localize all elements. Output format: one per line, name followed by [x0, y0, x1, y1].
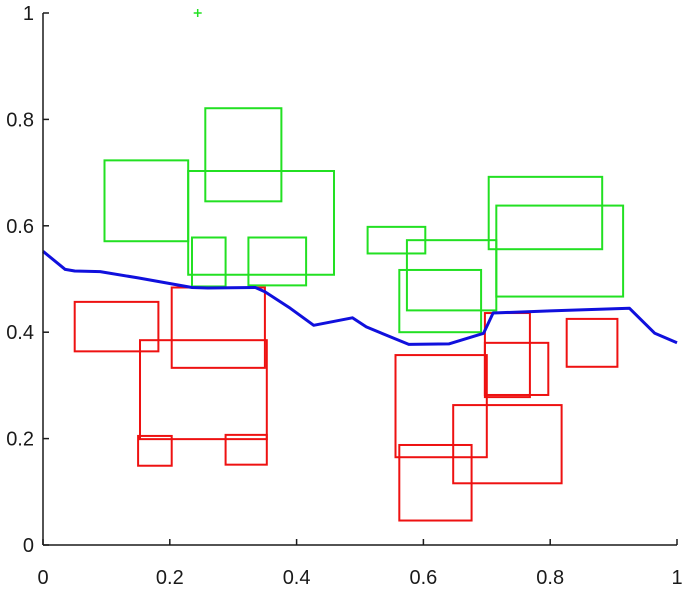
y-tick-label: 0.4: [6, 322, 34, 344]
x-tick-label: 0.8: [536, 567, 564, 589]
plus-marker: [193, 9, 202, 17]
line-series-group: [42, 250, 678, 346]
green-box: [190, 236, 227, 288]
y-ticks-group: 0 0.2 0.4 0.6 0.8 1: [6, 3, 49, 557]
green-box: [103, 159, 190, 243]
red-box: [483, 341, 550, 396]
marker-group: [193, 9, 202, 17]
x-ticks-group: 0 0.2 0.4 0.6 0.8 1: [37, 539, 683, 589]
red-box: [483, 312, 531, 399]
green-box: [398, 268, 483, 334]
y-tick-label: 0.8: [6, 109, 34, 131]
green-box: [204, 107, 283, 203]
x-tick-label: 0: [37, 567, 48, 589]
green-box: [405, 239, 498, 312]
green-box: [495, 204, 625, 298]
x-tick-label: 0.6: [409, 567, 437, 589]
x-tick-label: 0.4: [283, 567, 311, 589]
red-boxes-group: [73, 286, 619, 522]
red-box: [452, 404, 563, 485]
red-box: [224, 433, 268, 466]
red-box: [565, 317, 619, 368]
y-tick-label: 1: [23, 3, 34, 25]
green-box: [247, 236, 308, 287]
axes-group: 0 0.2 0.4 0.6 0.8 1 0 0.2 0.4 0.6 0.8 1: [6, 3, 682, 589]
red-box: [73, 300, 160, 353]
red-box: [394, 354, 488, 459]
x-tick-label: 0.2: [156, 567, 184, 589]
green-box: [487, 175, 604, 251]
green-boxes-group: [103, 107, 625, 334]
red-box: [137, 434, 173, 467]
x-tick-label: 1: [671, 567, 682, 589]
y-tick-label: 0.6: [6, 216, 34, 238]
y-tick-label: 0: [23, 535, 34, 557]
red-box: [139, 339, 268, 441]
y-tick-label: 0.2: [6, 429, 34, 451]
green-box: [187, 170, 336, 276]
line-series: [42, 250, 678, 346]
red-box: [170, 286, 266, 369]
